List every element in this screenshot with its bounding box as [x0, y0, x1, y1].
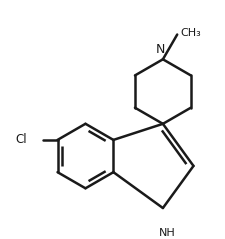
Text: NH: NH — [159, 228, 176, 238]
Text: N: N — [156, 43, 166, 56]
Text: CH₃: CH₃ — [180, 28, 201, 38]
Text: Cl: Cl — [16, 133, 27, 147]
